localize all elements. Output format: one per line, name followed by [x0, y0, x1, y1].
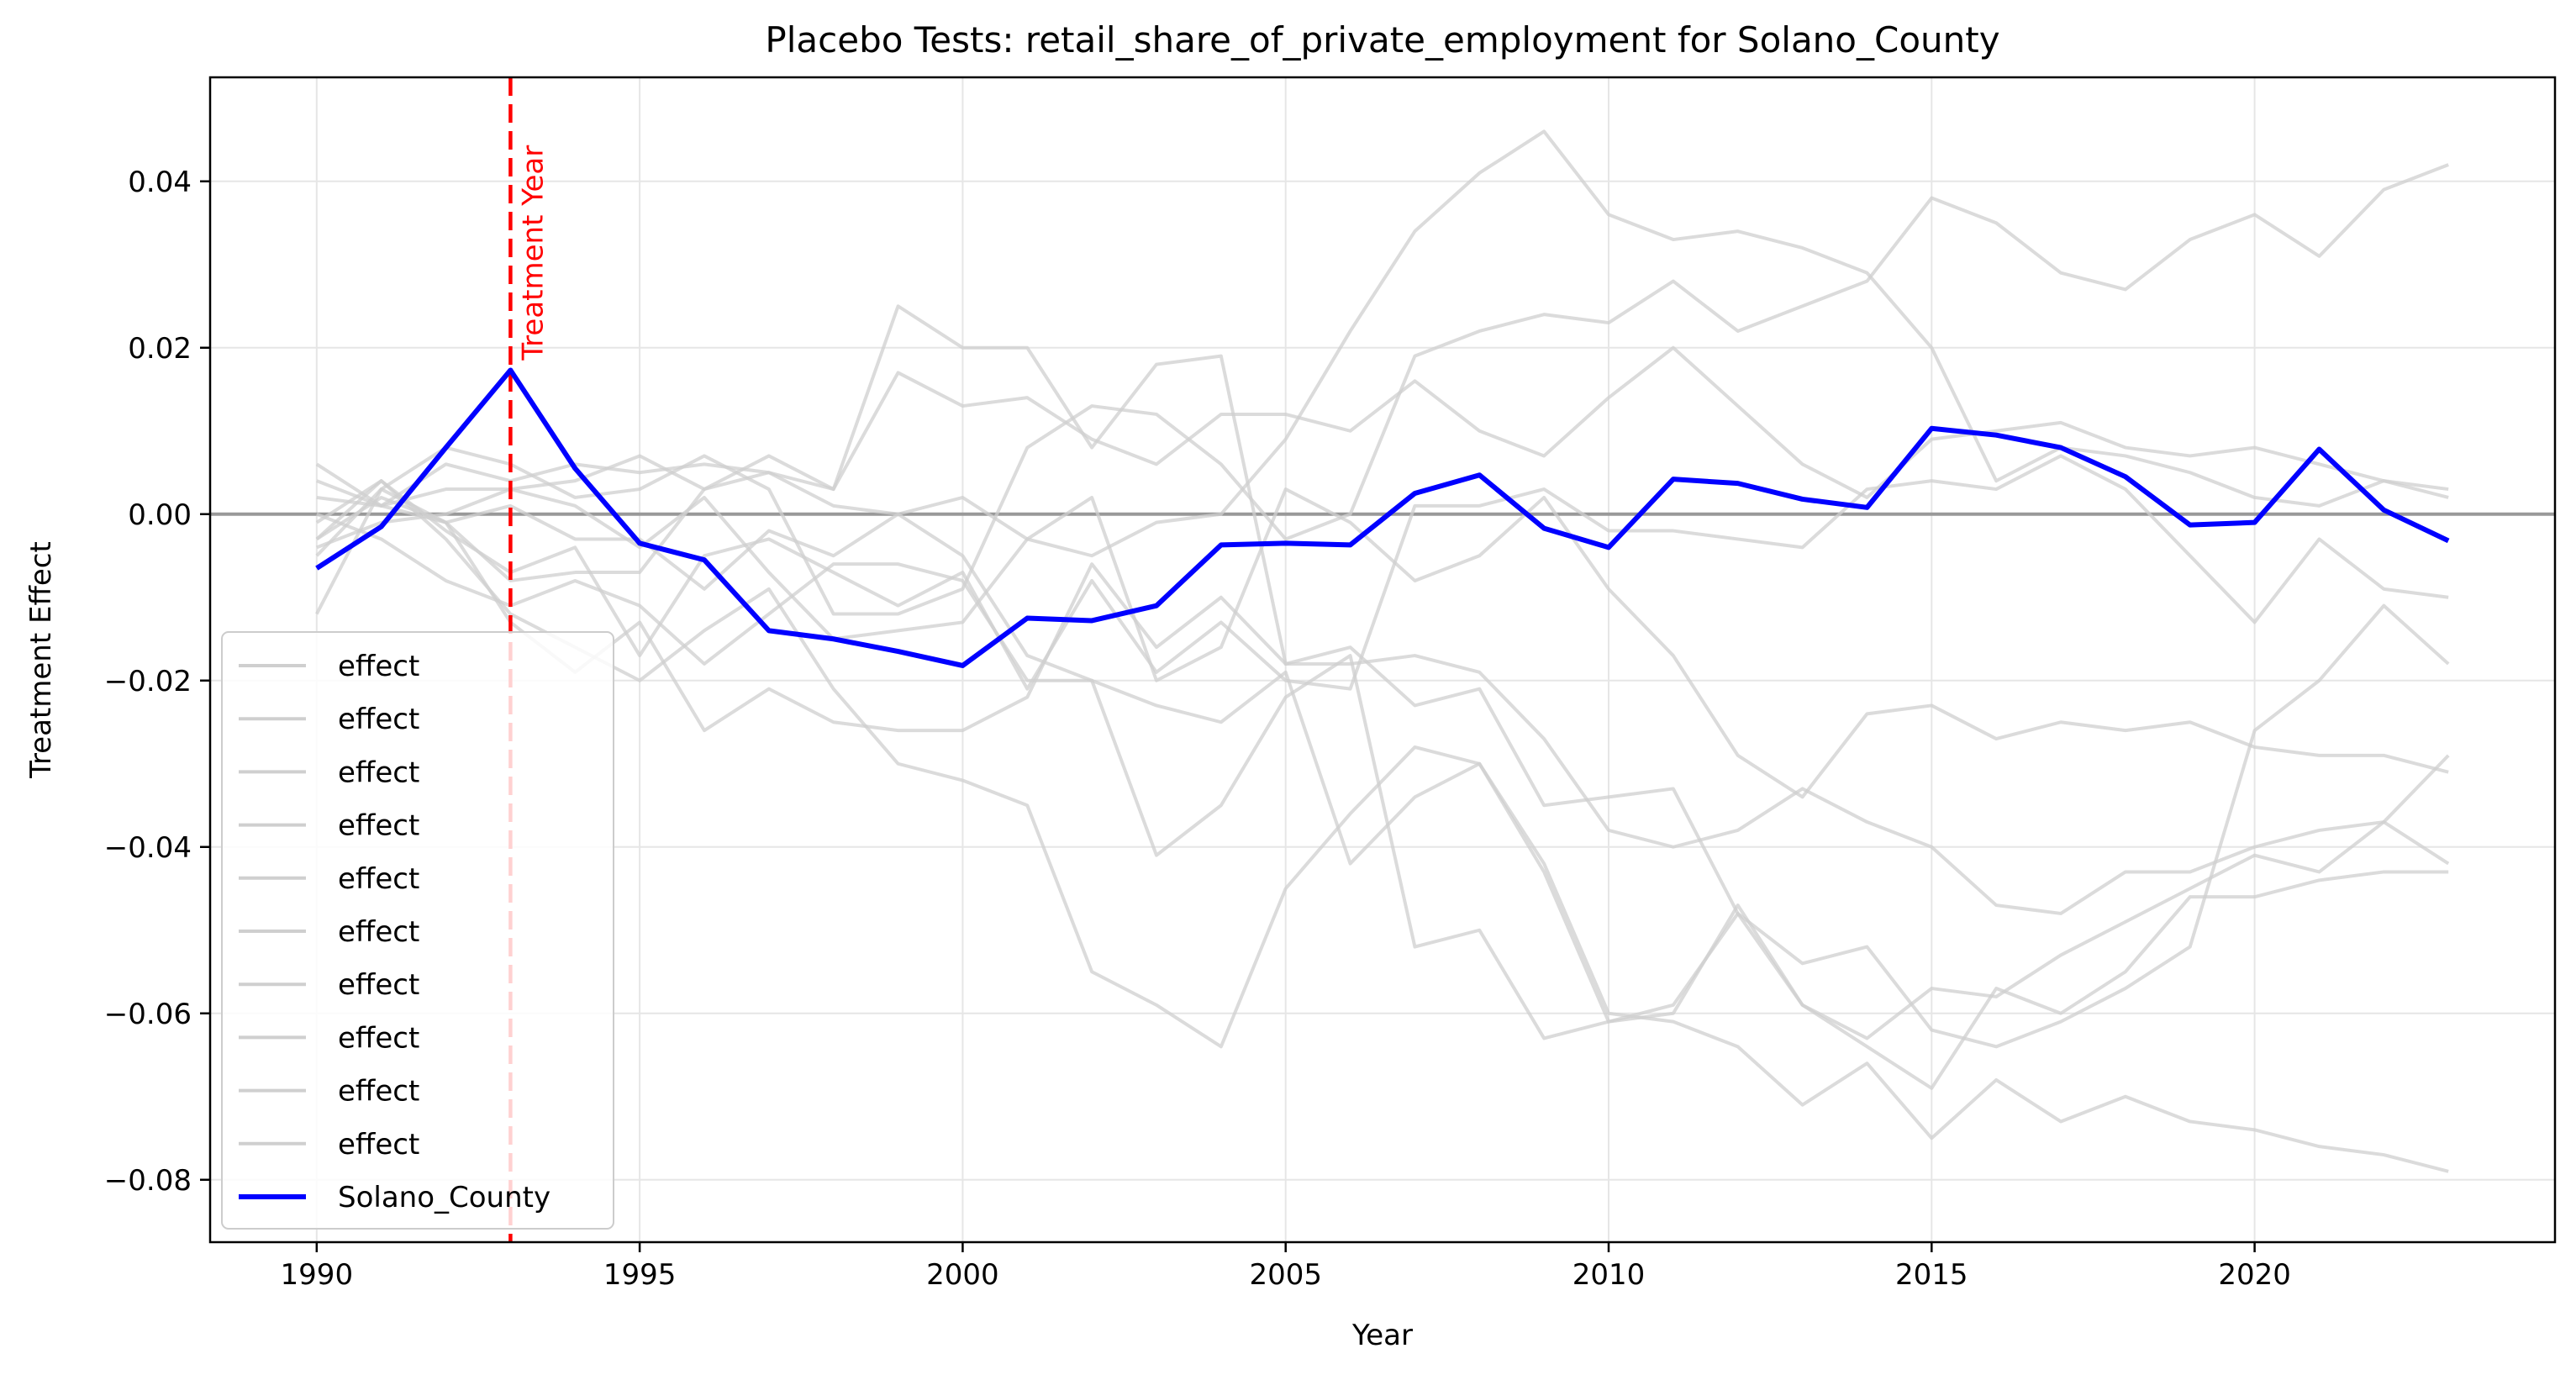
legend-box [221, 631, 614, 1230]
plot-frame [208, 76, 2557, 1244]
series-line-placebo [315, 304, 2449, 1090]
y-tick-label: −0.02 [104, 665, 192, 698]
series-line-placebo [316, 487, 2449, 799]
legend-label: Solano_County [338, 1181, 550, 1214]
legend-label: effect [338, 1021, 419, 1055]
legend-label: effect [338, 756, 419, 789]
series-line-main [315, 367, 2450, 668]
legend: effect effect effect effect effect effect effe… [221, 631, 614, 1230]
y-tick-label: 0.04 [128, 166, 192, 199]
x-tick-label: 2005 [1249, 1258, 1322, 1292]
y-tick-label: 0.00 [128, 498, 192, 532]
treatment-year-label: Treatment Year [516, 145, 550, 361]
placebo-series-group [315, 129, 2450, 1173]
x-tick-label: 2010 [1572, 1258, 1646, 1292]
x-tick-label: 1995 [603, 1258, 677, 1292]
x-axis-ticks: 1990 1995 2000 2005 2010 2015 2020 [281, 1242, 2291, 1292]
y-tick-label: 0.02 [128, 332, 192, 366]
x-axis-label: Year [1351, 1319, 1413, 1352]
series-line-placebo [315, 495, 2450, 1049]
series-line-placebo [316, 345, 2449, 508]
legend-label: effect [338, 915, 419, 949]
y-tick-label: −0.06 [104, 998, 192, 1031]
series-line-placebo [315, 479, 2449, 1173]
series-line-placebo [316, 512, 2450, 1040]
legend-label: effect [338, 1075, 419, 1109]
x-tick-label: 1990 [281, 1258, 354, 1292]
legend-label: effect [338, 703, 419, 736]
series-line-placebo [316, 129, 2449, 558]
series-line-placebo [315, 454, 2449, 691]
y-tick-label: −0.08 [104, 1164, 192, 1198]
legend-label: effect [338, 650, 419, 683]
x-tick-label: 2000 [926, 1258, 999, 1292]
legend-label: effect [338, 862, 419, 896]
y-tick-label: −0.04 [104, 831, 192, 865]
x-tick-label: 2015 [1895, 1258, 1968, 1292]
main-series-group [315, 367, 2450, 668]
chart-title: Placebo Tests: retail_share_of_private_e… [765, 19, 1999, 61]
x-tick-label: 2020 [2218, 1258, 2291, 1292]
y-axis-label: Treatment Effect [24, 541, 58, 779]
y-axis-ticks: −0.08 −0.06 −0.04 −0.02 0.00 0.02 0.04 [104, 166, 210, 1198]
legend-label: effect [338, 968, 419, 1002]
series-line-placebo [315, 487, 2450, 915]
legend-label: effect [338, 1128, 419, 1161]
legend-label: effect [338, 809, 419, 843]
